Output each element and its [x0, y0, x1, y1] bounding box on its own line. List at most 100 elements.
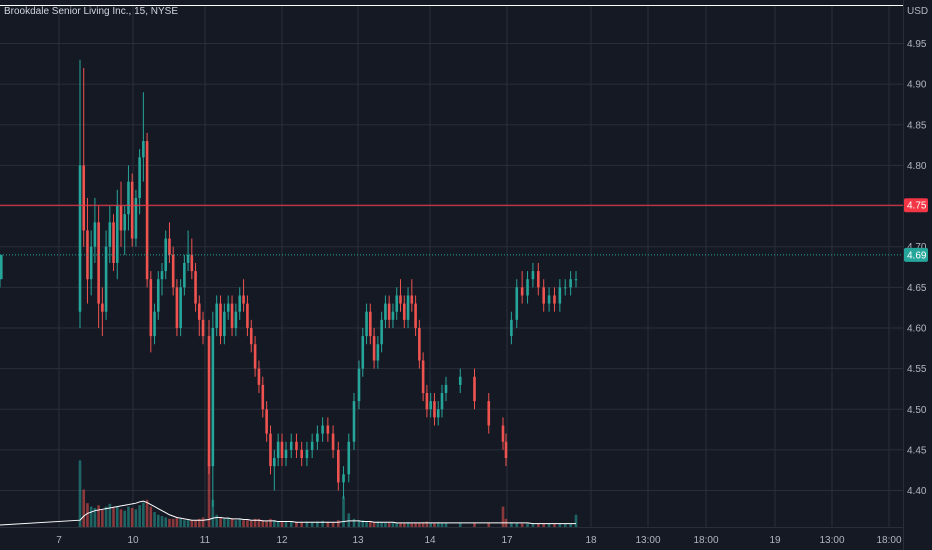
time-tick-label: 13 [352, 535, 364, 546]
volume-bar [261, 520, 265, 527]
volume-bar [569, 523, 572, 527]
candle-body [219, 303, 222, 337]
volume-bar [372, 522, 376, 527]
volume-bar [257, 518, 261, 527]
volume-bar [387, 522, 391, 527]
volume-bar [458, 522, 462, 527]
volume-bar [395, 522, 399, 527]
volume-bar [215, 514, 218, 527]
volume-bar [194, 520, 197, 527]
candle-body [142, 141, 145, 158]
candle-body [145, 141, 149, 280]
volume-bar [436, 522, 440, 527]
candle-body [421, 360, 425, 394]
candle-body [234, 311, 238, 328]
candle-body [402, 303, 406, 320]
volume-bar [104, 506, 108, 527]
candle-body [78, 165, 82, 312]
candle-body [93, 222, 97, 247]
candle-body [134, 197, 138, 239]
candle-body [563, 287, 567, 289]
volume-bar [201, 517, 205, 527]
volume-bar [537, 523, 540, 527]
volume-bar [179, 518, 182, 527]
volume-bar [347, 513, 351, 527]
candle-body [337, 449, 340, 483]
volume-bar [164, 517, 168, 527]
price-badge [904, 198, 928, 213]
volume-bar [223, 518, 226, 527]
volume-bar [108, 503, 112, 527]
volume-bar [86, 503, 89, 527]
candle-body [104, 246, 108, 312]
candle-body [526, 279, 529, 296]
volume-bar [89, 506, 93, 527]
candle-body [101, 303, 104, 312]
candle-body [273, 458, 276, 467]
horizontal-lines[interactable] [0, 204, 903, 256]
candle-body [153, 311, 156, 337]
time-tick-label: 13:00 [635, 535, 660, 546]
volume-bar [510, 522, 513, 527]
candle-body [211, 327, 215, 467]
candle-body [238, 295, 242, 312]
price-tick-label: 4.45 [907, 445, 927, 456]
volume-bar [376, 521, 380, 527]
candle-body [458, 376, 462, 385]
candle-body [414, 303, 417, 328]
volume-bar [276, 521, 280, 527]
price-badges: 4.75 4.69 [904, 198, 928, 262]
candle-body [123, 214, 127, 231]
candle-body [399, 295, 402, 304]
volume-bar [414, 522, 417, 527]
candle-body [265, 409, 268, 434]
volume-bars [78, 460, 578, 527]
candle-body [179, 287, 182, 328]
price-badge [904, 247, 928, 262]
volume-bar [410, 522, 414, 527]
candle-body [569, 279, 572, 288]
volume-bar [305, 521, 309, 527]
candle-body [138, 157, 141, 198]
volume-bar [399, 522, 402, 527]
time-tick-label: 18 [585, 535, 597, 546]
volume-bar [197, 518, 201, 527]
candle-body [97, 222, 100, 304]
volume-bar [265, 520, 268, 527]
volume-bar [226, 517, 230, 527]
time-axis[interactable]: 7 10 11 12 13 14 17 18 13:00 18:00 19 13:00 18:00 [56, 535, 902, 546]
volume-bar [501, 506, 505, 527]
candle-body [253, 344, 257, 369]
candle-body [391, 311, 395, 320]
volume-bar [418, 522, 421, 527]
volume-bar [384, 522, 387, 527]
volume-bar [316, 521, 319, 527]
volume-bar [574, 514, 578, 527]
volume-bar [145, 499, 149, 527]
volume-bar [444, 522, 448, 527]
volume-bar [138, 505, 141, 527]
volume-bar [331, 522, 335, 527]
candle-body [183, 262, 186, 288]
time-tick-label: 13:00 [819, 535, 844, 546]
candle-body [361, 336, 365, 369]
candle-body [280, 441, 284, 459]
candle-body [226, 303, 230, 312]
candle-body [149, 279, 153, 337]
candle-body [197, 303, 201, 320]
volume-bar [326, 522, 330, 527]
time-tick-label: 14 [424, 535, 436, 546]
candle-body [436, 409, 440, 418]
candle-body [410, 295, 414, 304]
volume-bar [433, 522, 436, 527]
volume-bar [186, 520, 190, 527]
candle-body [473, 376, 476, 402]
price-tick-label: 4.80 [907, 161, 927, 172]
price-badge-label: 4.69 [907, 250, 927, 261]
candle-body [186, 254, 190, 263]
candle-body [444, 384, 448, 394]
volume-bar [142, 502, 145, 527]
candle-body [257, 368, 261, 385]
